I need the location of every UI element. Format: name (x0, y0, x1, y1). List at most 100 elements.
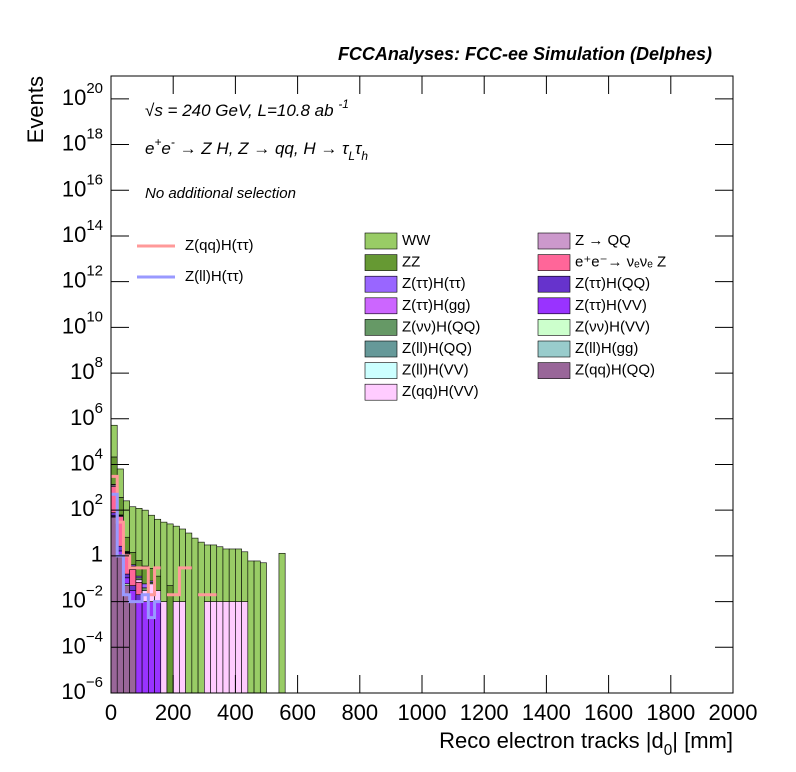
histogram-bar (148, 514, 155, 569)
chart-title: FCCAnalyses: FCC-ee Simulation (Delphes) (338, 44, 712, 64)
y-tick-base: 10 (62, 85, 86, 110)
y-tick-label: 1012 (62, 263, 103, 293)
x-tick-label: 1000 (398, 700, 447, 725)
histogram-bar (129, 506, 137, 553)
y-tick-exponent: 16 (86, 171, 103, 188)
text-run: No additional selection (145, 185, 296, 202)
y-tick-label: 102 (70, 491, 103, 521)
y-tick-label: 104 (70, 445, 103, 475)
histogram-bar (129, 585, 137, 591)
histogram-bar (110, 424, 118, 458)
y-tick-label: 10−6 (61, 674, 103, 704)
legend-swatch (364, 340, 398, 358)
legend-swatch (537, 254, 571, 271)
histogram-bar (278, 552, 286, 694)
x-tick-label: 1200 (460, 700, 509, 725)
text-run: τ (355, 139, 363, 158)
histogram-bar (210, 544, 218, 602)
legend-label: Z(νν)H(VV) (575, 318, 650, 335)
annotation: e+e- → Z H, Z → qq, H → τLτh (145, 135, 368, 163)
text-run: e (161, 139, 170, 158)
legend-label: Z → QQ (575, 232, 631, 249)
histogram-bar (235, 548, 242, 602)
legend-swatch (537, 232, 571, 250)
legend-label: Z(ττ)H(QQ) (575, 275, 650, 292)
text-run: e (145, 139, 154, 158)
legend-label: Z(ττ)H(ττ) (402, 275, 466, 292)
legend-label: Z(qq)H(QQ) (575, 362, 655, 379)
histogram-bar (228, 601, 236, 694)
y-tick-base: 10 (62, 222, 86, 247)
text-run: √s = 240 GeV, L=10.8 ab (145, 101, 338, 120)
y-tick-label: 10−4 (61, 628, 103, 658)
legend-swatch (364, 362, 398, 379)
histogram-bar (166, 585, 174, 694)
y-axis-title: Events (23, 76, 48, 143)
y-tick-base: 10 (61, 679, 85, 704)
y-tick-base: 10 (62, 313, 86, 338)
histogram-bar (204, 601, 211, 694)
histogram-bar (259, 562, 267, 694)
histogram-bar (191, 537, 199, 694)
legend-label: Z(qq)H(VV) (402, 383, 479, 400)
histogram-bar (241, 551, 249, 602)
histogram-bar (141, 509, 149, 567)
histogram-bar (135, 579, 143, 583)
y-tick-exponent: −2 (86, 583, 103, 600)
histogram-bar (160, 521, 168, 602)
legend-label: Z(νν)H(QQ) (402, 318, 480, 335)
histogram-bar (135, 508, 143, 561)
x-tick-label: 400 (217, 700, 254, 725)
histogram-bar (216, 601, 224, 694)
histogram-bar (235, 601, 242, 694)
histogram-bar (228, 548, 236, 602)
histogram-bar (135, 581, 143, 596)
legend-label: Z(ll)H(gg) (575, 340, 638, 357)
y-tick-label: 1010 (62, 308, 103, 338)
legend-label: e⁺e⁻→ νₑνₑ Z (575, 254, 666, 271)
legend-label: WW (402, 232, 431, 249)
histogram-bar (129, 601, 137, 694)
histogram-bar (197, 541, 205, 694)
y-tick-label: 108 (70, 354, 103, 384)
y-tick-exponent: −6 (86, 674, 103, 691)
legend-swatch (537, 362, 571, 379)
y-tick-base: 10 (62, 130, 86, 155)
y-tick-base: 10 (70, 405, 94, 430)
y-tick-label: 1018 (62, 126, 103, 156)
y-tick-label: 1 (91, 542, 103, 567)
text-run: | [mm] (672, 728, 733, 753)
y-tick-exponent: 4 (95, 445, 103, 462)
histogram-bar (222, 601, 230, 694)
text-run: - (171, 135, 175, 149)
histogram-bar (160, 601, 168, 694)
x-axis-title: Reco electron tracks |d0| [mm] (439, 728, 733, 759)
text-run: 0 (664, 742, 673, 759)
histogram-bar (216, 546, 224, 602)
legend-label: Z(ll)H(VV) (402, 362, 469, 379)
histogram-bar (166, 523, 174, 586)
y-tick-base: 10 (70, 359, 94, 384)
x-tick-label: 1800 (646, 700, 695, 725)
y-tick-label: 106 (70, 400, 103, 430)
legend-swatch (364, 319, 398, 336)
legend-label: Z(ll)H(QQ) (402, 340, 472, 357)
legend-swatch (537, 340, 571, 358)
y-tick-base: 10 (61, 587, 85, 612)
histogram-bar (185, 532, 193, 694)
histogram-bar (247, 560, 255, 694)
legend-label: Z(ll)H(ττ) (185, 268, 244, 285)
y-tick-exponent: 20 (86, 80, 103, 97)
legend-swatch (364, 297, 398, 315)
legend-label: Z(qq)H(ττ) (185, 237, 254, 254)
y-tick-base: 10 (62, 176, 86, 201)
legend-swatch (364, 383, 398, 401)
x-tick-label: 2000 (709, 700, 758, 725)
y-tick-base: 10 (61, 633, 85, 658)
annotation: √s = 240 GeV, L=10.8 ab -1 (145, 97, 349, 120)
y-tick-exponent: 18 (86, 126, 103, 143)
x-tick-label: 1600 (584, 700, 633, 725)
histogram-bar (253, 560, 261, 694)
histogram-bar (172, 601, 180, 694)
